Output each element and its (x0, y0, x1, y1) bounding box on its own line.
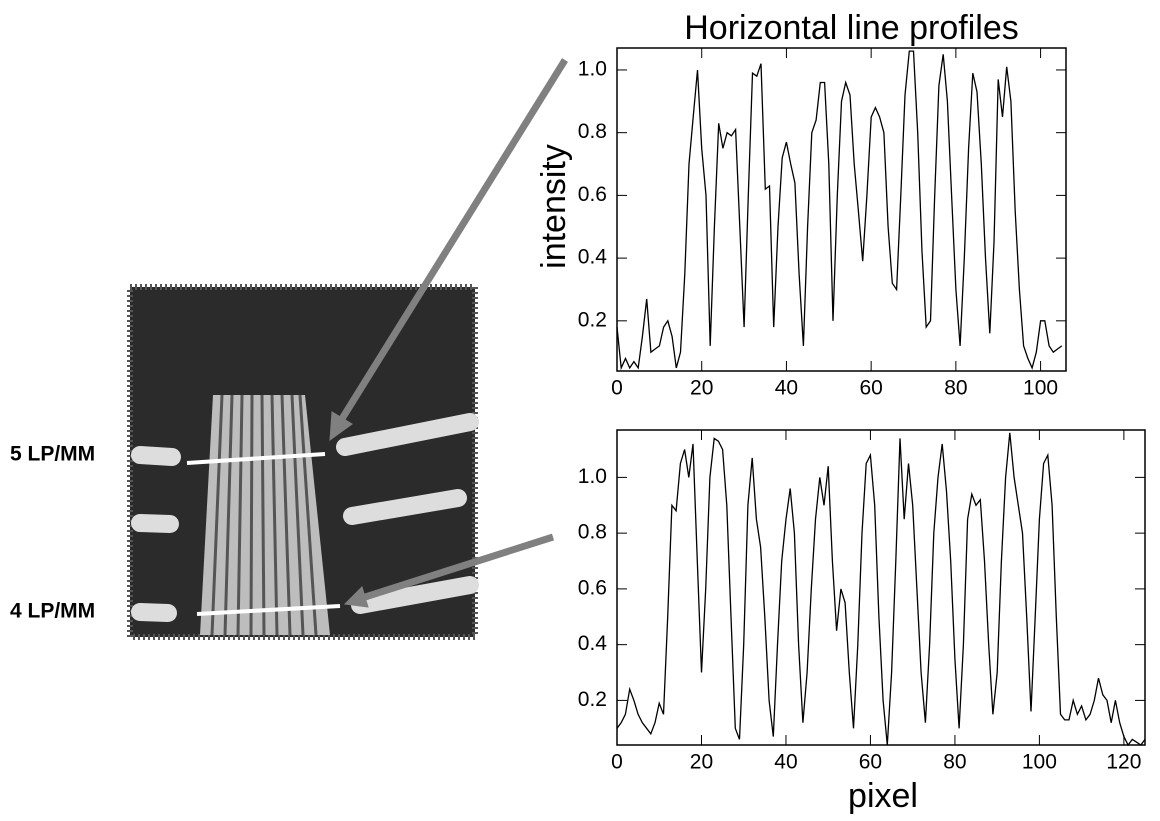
target-image (127, 284, 479, 640)
y-tick-label: 0.2 (578, 308, 607, 331)
plot-frame (616, 429, 1146, 746)
chart-title: Horizontal line profiles (684, 9, 1019, 47)
y-tick-label: 1.0 (578, 57, 607, 80)
image-label: 4 LP/MM (10, 600, 95, 623)
x-tick-label: 100 (1023, 377, 1058, 400)
x-tick-label: 0 (611, 751, 623, 774)
x-tick-label: 60 (859, 377, 882, 400)
x-axis-label: pixel (848, 777, 918, 815)
x-tick-label: 20 (690, 377, 713, 400)
x-tick-label: 40 (775, 377, 798, 400)
y-tick-label: 0.2 (578, 688, 607, 711)
y-tick-label: 0.4 (578, 632, 608, 655)
y-tick-label: 0.6 (578, 183, 607, 206)
plot-frame (616, 47, 1067, 372)
x-tick-label: 80 (944, 377, 967, 400)
x-tick-label: 60 (859, 751, 882, 774)
x-tick-label: 80 (943, 751, 966, 774)
arrows (329, 58, 568, 608)
x-tick-label: 40 (774, 751, 797, 774)
y-tick-label: 0.8 (578, 521, 607, 544)
profile-line (616, 432, 1146, 747)
x-tick-label: 100 (1022, 751, 1057, 774)
x-tick-label: 120 (1106, 751, 1141, 774)
x-tick-label: 0 (611, 377, 623, 400)
y-tick-label: 0.4 (578, 246, 608, 269)
y-axis-label: intensity (535, 144, 573, 269)
y-tick-label: 1.0 (578, 465, 607, 488)
profile-line (616, 50, 1063, 371)
x-tick-label: 20 (690, 751, 713, 774)
y-tick-label: 0.6 (578, 576, 607, 599)
image-label: 5 LP/MM (10, 443, 95, 466)
y-tick-label: 0.8 (578, 120, 607, 143)
